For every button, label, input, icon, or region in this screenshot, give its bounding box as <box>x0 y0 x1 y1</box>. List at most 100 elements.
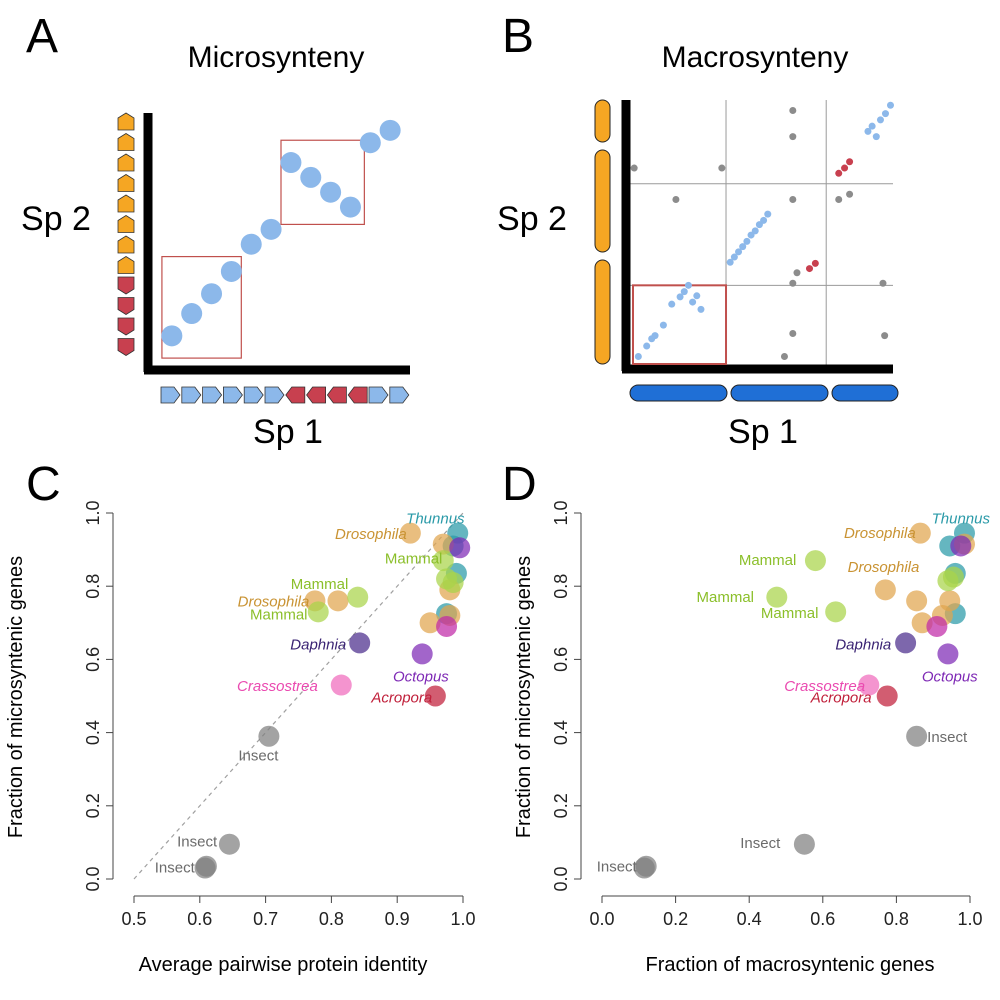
point-drosophila <box>419 612 441 634</box>
non-syntenic-point <box>672 195 680 203</box>
label-mammal: Mammal <box>385 550 443 567</box>
syntenic-point <box>881 110 889 118</box>
chromosome-bar-sp1 <box>629 384 728 402</box>
label-mammal: Mammal <box>291 576 349 593</box>
panel-a-xlabel: Sp 1 <box>253 413 323 451</box>
non-syntenic-point <box>793 269 801 277</box>
panel-a-title: Microsynteny <box>188 41 365 74</box>
point-acropora <box>424 685 446 707</box>
point-magenta <box>436 615 458 637</box>
gene-arrow-orange <box>117 215 135 233</box>
syntenic-point <box>751 227 759 235</box>
x-tick-label: 0.2 <box>663 909 688 929</box>
panel-a-plot <box>117 112 410 404</box>
point-mammal <box>432 550 454 572</box>
label-insect: Insect <box>155 860 196 877</box>
panel-c-ylabel: Fraction of microsyntenic genes <box>5 556 27 838</box>
syntenic-point <box>735 248 743 256</box>
point-crassostrea <box>330 674 352 696</box>
label-octopus: Octopus <box>922 669 978 686</box>
panel-a: A Microsynteny Sp 2 Sp 1 <box>21 10 410 451</box>
gene-arrow-red <box>117 317 135 336</box>
non-syntenic-point <box>718 164 726 172</box>
microsynteny-point <box>161 325 183 347</box>
label-daphnia: Daphnia <box>290 636 346 653</box>
label-octopus: Octopus <box>393 669 449 686</box>
syntenic-point-red <box>835 169 843 177</box>
syntenic-point <box>643 342 651 350</box>
syntenic-point-red <box>846 158 854 166</box>
label-thunnus: Thunnus <box>406 510 465 527</box>
panel-b-xlabel: Sp 1 <box>728 413 798 451</box>
synteny-box <box>161 255 242 359</box>
non-syntenic-point <box>879 279 887 287</box>
gene-arrow-red <box>326 386 347 404</box>
non-syntenic-point <box>630 164 638 172</box>
panel-d-ylabel: Fraction of microsyntenic genes <box>513 556 535 838</box>
gene-arrow-blue <box>181 386 202 404</box>
panel-b: B Macrosynteny Sp 2 Sp 1 <box>497 10 899 451</box>
chromosome-bar-sp1 <box>831 384 899 402</box>
point-octopus <box>950 535 972 557</box>
point-mammal <box>804 550 826 572</box>
non-syntenic-point <box>789 106 797 114</box>
label-insect: Insect <box>927 729 968 746</box>
label-acropora: Acropora <box>810 689 872 706</box>
gene-arrow-red <box>117 297 135 315</box>
label-insect: Insect <box>238 748 279 765</box>
panel-d: D Fraction of macrosyntenic genes Fracti… <box>502 458 990 976</box>
label-drosophila: Drosophila <box>238 594 310 611</box>
chromosome-bar-sp2 <box>594 259 611 365</box>
point-insect <box>258 725 280 747</box>
point-insect <box>218 833 240 855</box>
x-tick-label: 0.0 <box>589 909 614 929</box>
chromosome-bar-sp2 <box>594 99 611 143</box>
x-tick-label: 1.0 <box>957 909 982 929</box>
point-magenta <box>926 615 948 637</box>
syntenic-point-red <box>811 259 819 267</box>
panel-b-plot <box>594 99 899 402</box>
point-octopus <box>411 643 433 665</box>
panel-d-letter: D <box>502 458 537 511</box>
synteny-box <box>280 139 365 226</box>
point-insect <box>793 833 815 855</box>
label-mammal: Mammal <box>250 607 308 624</box>
panel-d-plot: 0.0 0.2 0.4 0.6 0.8 1.0 0.0 0.2 0.4 0.6 0.8 1.0 Thun… <box>551 500 990 929</box>
y-tick-label: 0.4 <box>83 720 103 745</box>
x-tick-label: 0.5 <box>121 909 146 929</box>
syntenic-point <box>864 127 872 135</box>
syntenic-point <box>872 133 880 141</box>
syntenic-point <box>730 253 738 261</box>
x-tick-label: 1.0 <box>450 909 475 929</box>
point-insect <box>906 725 928 747</box>
point-octopus <box>449 537 471 559</box>
y-tick-label: 0.6 <box>551 647 571 672</box>
macrosynteny-box <box>632 284 728 365</box>
gene-arrow-orange <box>117 153 135 172</box>
point-daphnia <box>895 632 917 654</box>
y-tick-label: 0.4 <box>551 720 571 745</box>
microsynteny-point <box>240 233 262 255</box>
syntenic-point <box>689 298 697 306</box>
x-tick-label: 0.8 <box>319 909 344 929</box>
x-tick-label: 0.7 <box>253 909 278 929</box>
non-syntenic-point <box>780 353 788 361</box>
syntenic-point <box>743 237 751 245</box>
syntenic-point <box>693 292 701 300</box>
panel-c-xlabel: Average pairwise protein identity <box>139 954 428 976</box>
y-tick-label: 0.0 <box>551 866 571 891</box>
syntenic-point <box>764 210 772 218</box>
syntenic-point-red <box>841 164 849 172</box>
microsynteny-point <box>320 181 342 203</box>
label-daphnia: Daphnia <box>835 636 891 653</box>
point-drosophila <box>906 590 928 612</box>
point-mammal <box>825 601 847 623</box>
syntenic-point <box>659 321 667 329</box>
non-syntenic-point <box>881 332 889 340</box>
syntenic-point <box>680 288 688 296</box>
reference-line <box>133 512 464 880</box>
y-tick-label: 0.0 <box>83 866 103 891</box>
gene-arrow-red <box>285 386 306 404</box>
chromosome-bar-sp1 <box>730 384 829 402</box>
x-tick-label: 0.8 <box>884 909 909 929</box>
